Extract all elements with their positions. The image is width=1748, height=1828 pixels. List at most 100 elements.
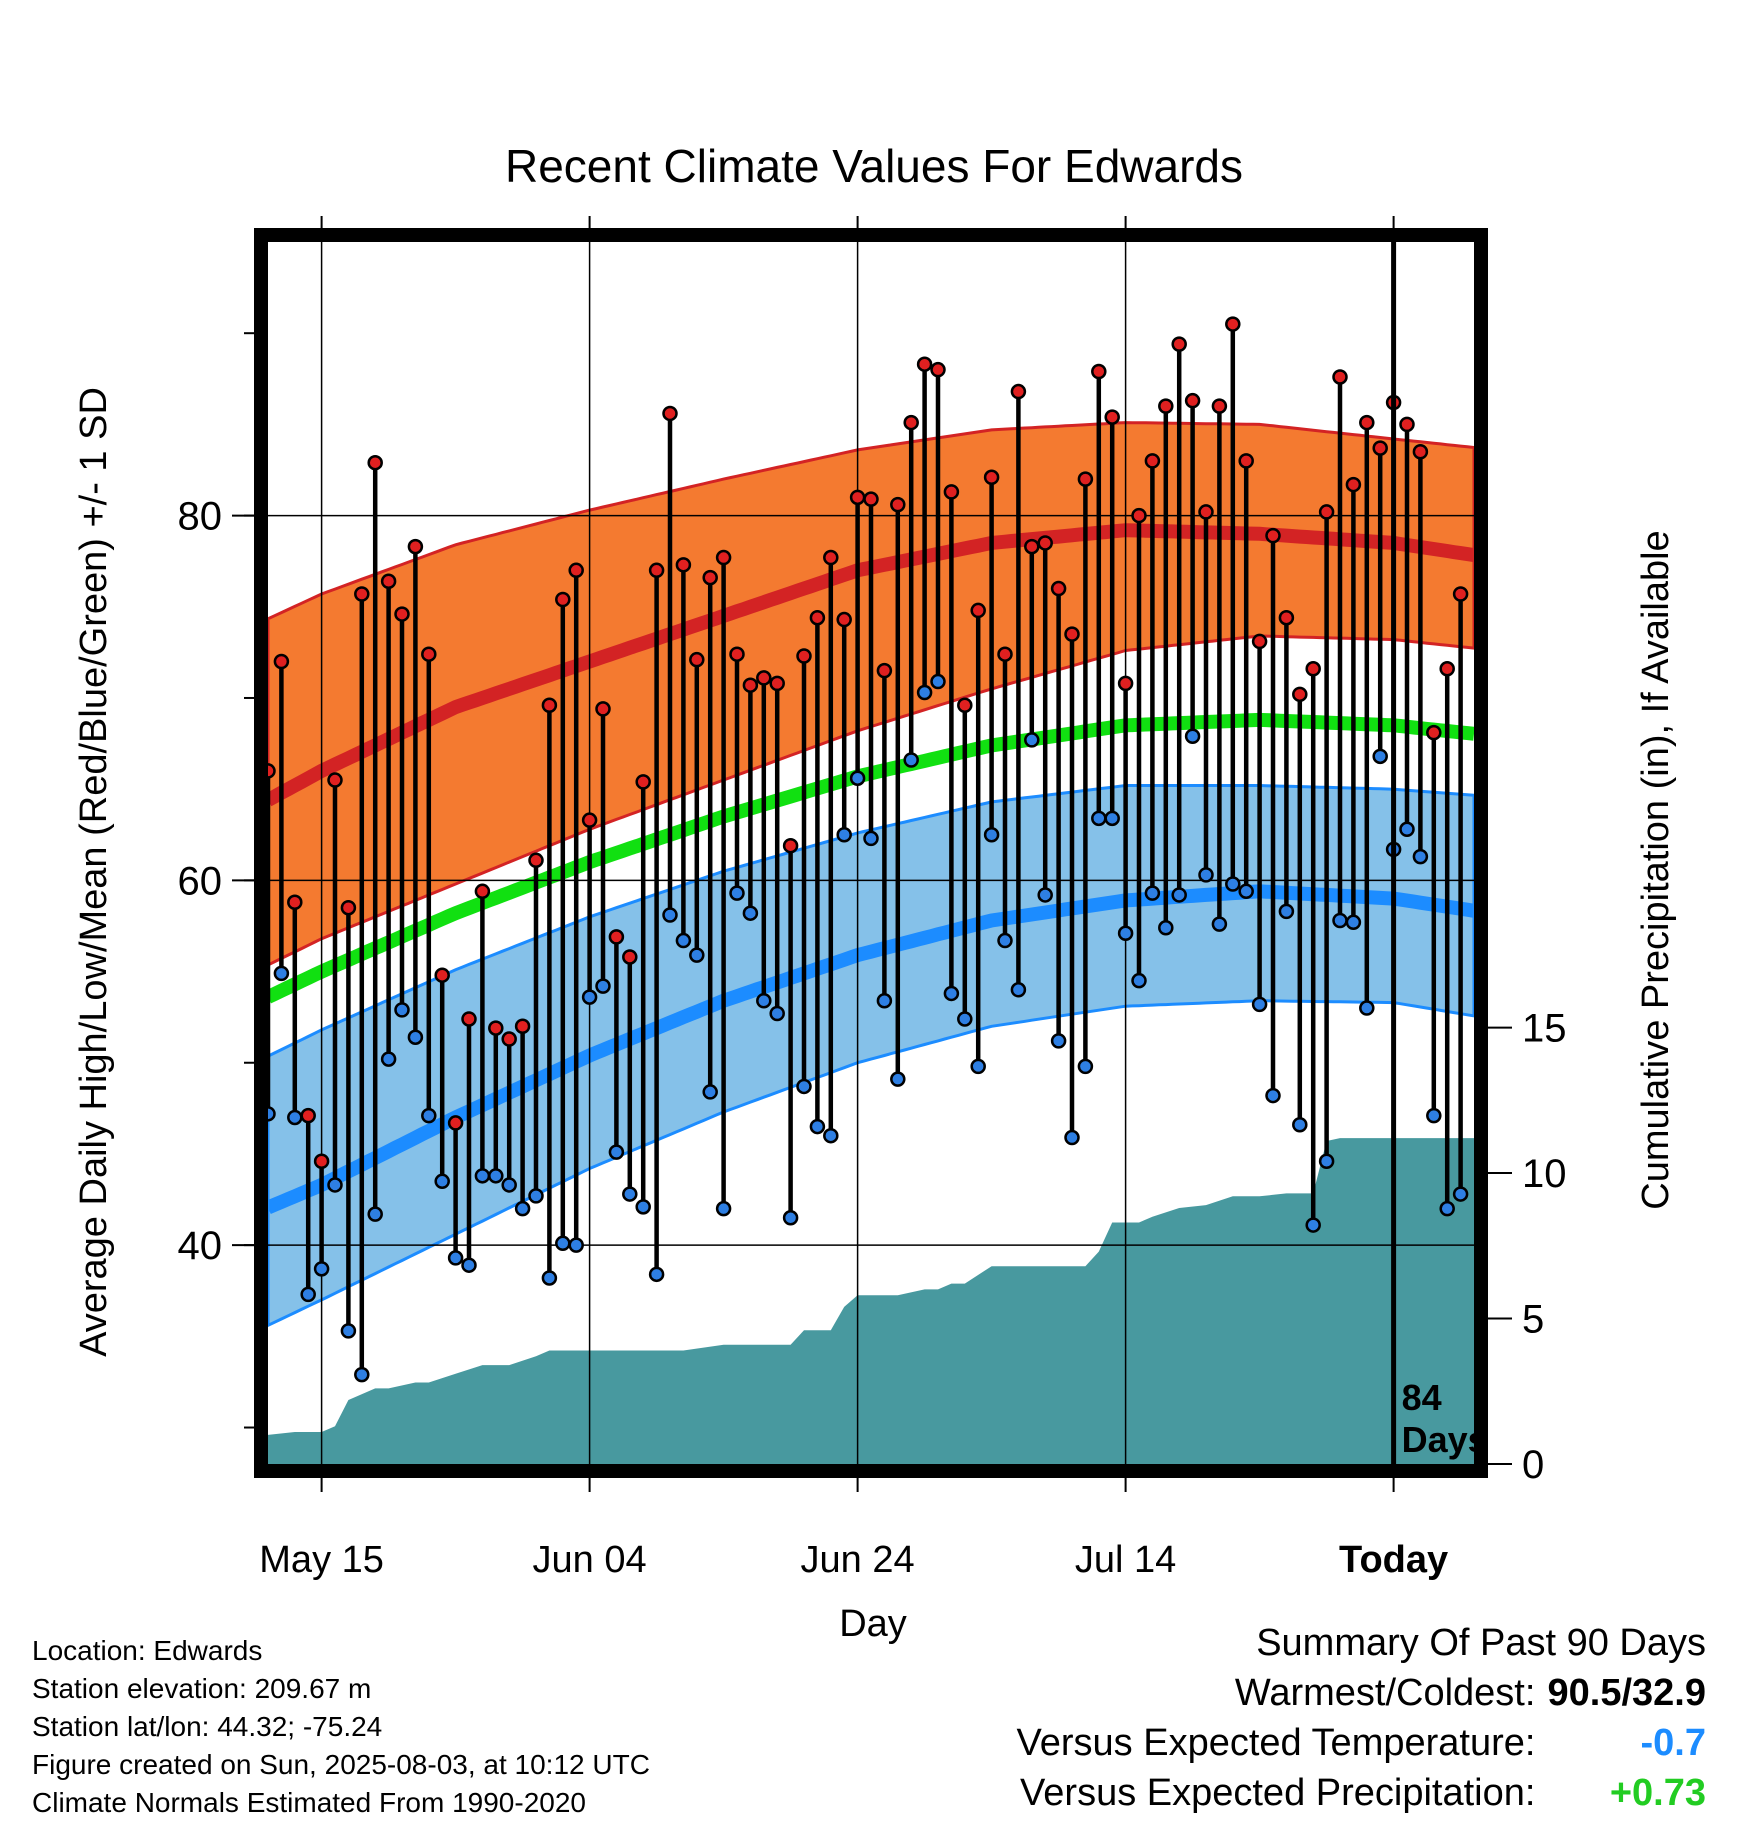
low-point xyxy=(1104,810,1120,827)
low-point xyxy=(622,1186,638,1202)
high-point xyxy=(1024,538,1040,555)
high-point xyxy=(635,774,651,790)
low-point xyxy=(1010,982,1027,998)
low-point xyxy=(461,1257,477,1273)
high-point xyxy=(1010,383,1027,400)
low-point xyxy=(742,905,759,921)
high-point xyxy=(823,549,839,566)
low-point xyxy=(1426,1107,1442,1124)
high-point xyxy=(849,489,866,506)
low-point xyxy=(327,1177,343,1193)
low-point xyxy=(300,1286,316,1303)
low-point xyxy=(930,673,946,690)
high-point xyxy=(1050,580,1067,597)
low-point xyxy=(849,770,866,786)
high-point xyxy=(1158,398,1174,414)
low-point xyxy=(568,1237,584,1253)
low-point xyxy=(273,965,290,982)
high-point xyxy=(421,646,437,662)
high-point xyxy=(1238,453,1254,469)
low-point xyxy=(756,992,772,1009)
low-point xyxy=(916,684,933,701)
low-point xyxy=(1278,903,1295,920)
high-point xyxy=(742,677,759,693)
low-point xyxy=(488,1168,504,1184)
high-point xyxy=(313,1153,330,1169)
low-point xyxy=(1238,883,1254,900)
low-point xyxy=(836,827,852,843)
high-point xyxy=(689,651,705,668)
high-point xyxy=(528,852,544,869)
high-point xyxy=(836,611,852,628)
high-point xyxy=(1372,440,1388,456)
chart-title: Recent Climate Values For Edwards xyxy=(505,140,1243,192)
high-point xyxy=(1171,336,1187,352)
high-point xyxy=(1399,416,1415,433)
low-point xyxy=(1037,887,1053,903)
low-point xyxy=(340,1323,357,1339)
high-point xyxy=(1318,504,1335,520)
high-point xyxy=(1265,527,1281,544)
today-days-label: Days xyxy=(1402,1419,1488,1460)
high-point xyxy=(715,549,732,566)
high-point xyxy=(354,586,370,602)
high-point xyxy=(1426,724,1442,741)
high-point xyxy=(1184,392,1201,409)
high-point xyxy=(1278,609,1295,626)
y2-axis-label: Cumulative Precipitation (in), If Availa… xyxy=(1635,530,1677,1209)
high-point xyxy=(434,967,450,983)
high-point xyxy=(380,573,397,589)
high-point xyxy=(327,772,343,788)
summary-title: Summary Of Past 90 Days xyxy=(1256,1622,1706,1664)
high-point xyxy=(461,1011,477,1027)
y2-tick-label: 0 xyxy=(1522,1443,1544,1487)
high-point xyxy=(729,646,745,662)
x-tick-label: Jun 24 xyxy=(801,1539,915,1581)
high-point xyxy=(1144,453,1161,469)
warmest-value: 90.5/32.9 xyxy=(1547,1672,1706,1714)
low-point xyxy=(823,1127,839,1144)
high-point xyxy=(769,675,785,692)
low-point xyxy=(407,1029,424,1045)
today-days-number: 84 xyxy=(1402,1377,1442,1418)
high-point xyxy=(608,929,625,945)
low-point xyxy=(943,985,960,1002)
high-point xyxy=(1439,661,1455,677)
low-point xyxy=(421,1107,437,1124)
low-point xyxy=(1077,1058,1094,1075)
high-point xyxy=(648,562,665,579)
low-point xyxy=(1412,848,1429,865)
high-point xyxy=(916,356,933,372)
high-point xyxy=(1064,626,1080,642)
normals-text: Climate Normals Estimated From 1990-2020 xyxy=(32,1787,586,1818)
low-point xyxy=(1359,1000,1375,1016)
low-point xyxy=(1158,920,1174,936)
low-point xyxy=(367,1206,383,1222)
y-tick-label: 60 xyxy=(178,859,223,903)
low-point xyxy=(581,989,598,1005)
low-point xyxy=(380,1051,397,1067)
axes: 80 60 40 15 10 5 0 May 15 Jun 04 Jun 24 Jul 14 Toda… xyxy=(178,216,1567,1581)
high-point xyxy=(1332,369,1348,385)
high-point xyxy=(367,454,383,471)
y2-tick-label: 5 xyxy=(1522,1298,1544,1342)
low-point xyxy=(983,827,1000,843)
low-point xyxy=(1251,996,1268,1013)
high-point xyxy=(1117,675,1134,692)
high-point xyxy=(983,469,1000,486)
high-point xyxy=(1091,363,1107,380)
x-axis-label: Day xyxy=(839,1603,907,1645)
high-point xyxy=(340,899,357,916)
high-point xyxy=(756,670,772,686)
low-point xyxy=(1064,1129,1080,1146)
high-point xyxy=(863,491,879,507)
high-point xyxy=(1412,443,1429,460)
low-point xyxy=(501,1177,517,1193)
summary-panel: Summary Of Past 90 Days Warmest/Coldest:… xyxy=(1017,1618,1706,1818)
low-point xyxy=(268,1106,276,1122)
low-point xyxy=(1211,916,1228,932)
low-point xyxy=(447,1250,464,1266)
high-point xyxy=(782,837,799,854)
